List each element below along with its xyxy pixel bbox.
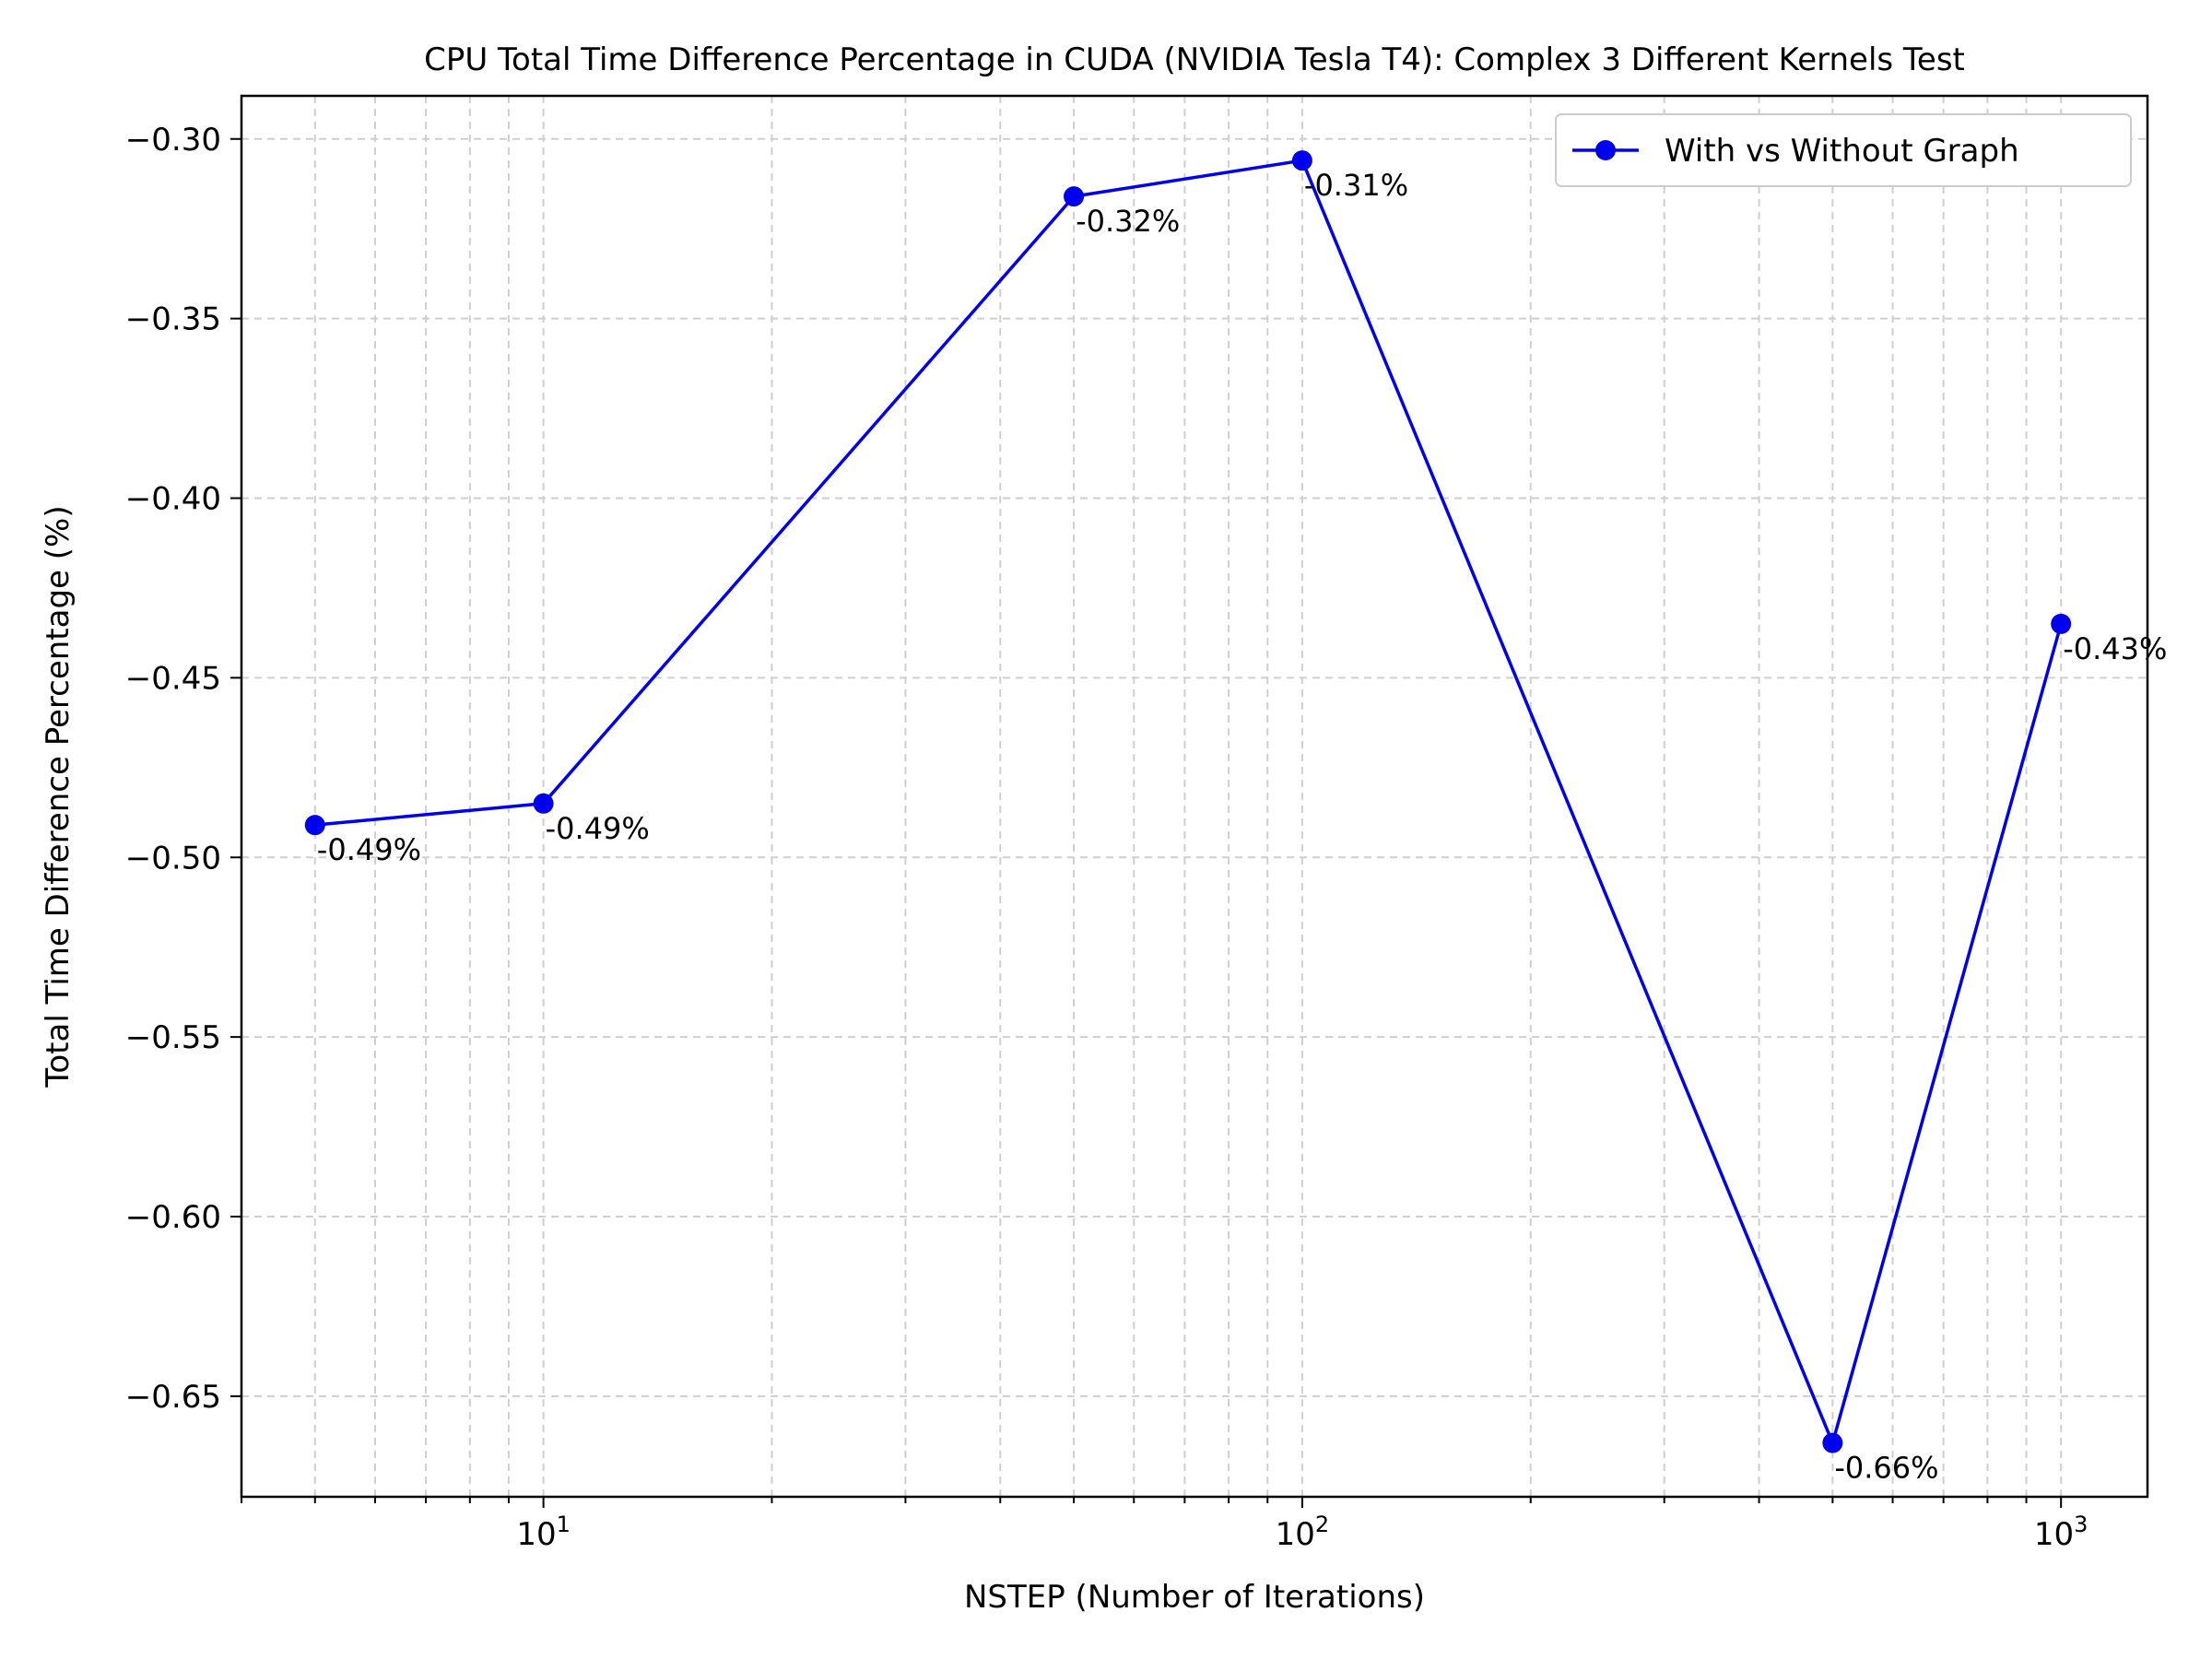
y-tick-label: −0.30: [125, 122, 221, 159]
data-point: [1064, 186, 1085, 207]
chart-title: CPU Total Time Difference Percentage in …: [424, 41, 1965, 78]
x-tick-label-exponent: 2: [1315, 1512, 1329, 1537]
data-point: [1291, 150, 1312, 171]
x-tick-label: 101: [516, 1512, 571, 1553]
data-point: [1822, 1432, 1843, 1453]
grid-lines: [241, 96, 2147, 1497]
data-label: -0.31%: [1304, 168, 1408, 203]
data-label: -0.43%: [2063, 631, 2167, 666]
y-tick-label: −0.45: [125, 660, 221, 697]
plot-area: -0.49% -0.49% -0.32% -0.31% -0.66% -0.43%: [304, 150, 2167, 1486]
series-line: [314, 159, 2063, 1445]
x-tick-label: 102: [1276, 1512, 1330, 1553]
data-point: [533, 793, 554, 814]
x-tick-label: 103: [2034, 1512, 2088, 1553]
x-tick-label-base: 10: [516, 1516, 556, 1553]
y-tick-label: −0.55: [125, 1019, 221, 1056]
x-tick-label-base: 10: [2034, 1516, 2074, 1553]
y-tick-label: −0.50: [125, 840, 221, 877]
legend-box: [1555, 113, 2132, 187]
legend: With vs Without Graph: [1555, 113, 2132, 187]
data-label: -0.49%: [317, 832, 421, 867]
x-axis: 101 102 103: [241, 1497, 2088, 1553]
x-tick-label-exponent: 3: [2074, 1512, 2088, 1537]
data-label: -0.32%: [1076, 204, 1180, 239]
y-axis: −0.30 −0.35 −0.40 −0.45 −0.50 −0.55 −0.60 −0.65: [125, 122, 241, 1416]
y-tick-label: −0.60: [125, 1199, 221, 1236]
data-point: [2051, 613, 2072, 634]
data-label: -0.66%: [1834, 1451, 1938, 1486]
data-label: -0.49%: [546, 811, 650, 846]
legend-entry-label: With vs Without Graph: [1665, 133, 2019, 170]
x-axis-label: NSTEP (Number of Iterations): [964, 1579, 1425, 1616]
x-tick-label-exponent: 1: [557, 1512, 571, 1537]
y-axis-label: Total Time Difference Percentage (%): [40, 505, 76, 1088]
x-tick-label-base: 10: [1276, 1516, 1315, 1553]
legend-marker-swatch: [1595, 140, 1616, 160]
data-point: [304, 815, 325, 836]
y-tick-label: −0.40: [125, 481, 221, 518]
plot-frame: [240, 94, 2149, 1499]
y-tick-label: −0.65: [125, 1379, 221, 1416]
y-tick-label: −0.35: [125, 301, 221, 338]
